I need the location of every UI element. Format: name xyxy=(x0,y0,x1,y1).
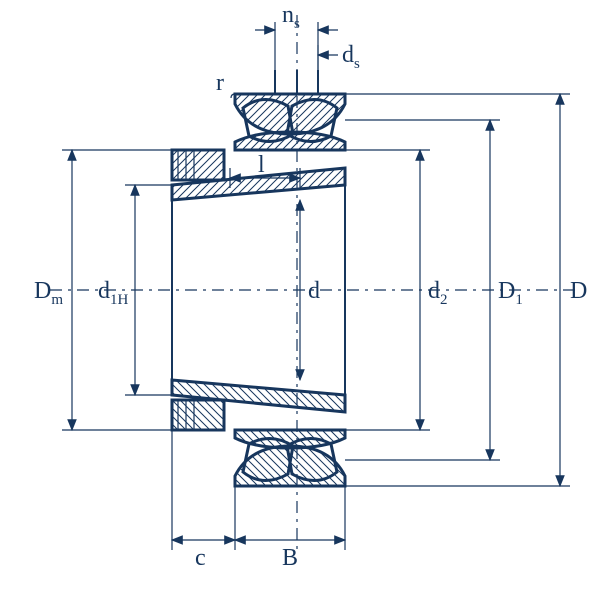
svg-text:D: D xyxy=(570,278,587,304)
svg-text:d1H: d1H xyxy=(98,278,129,308)
lbl-B: B xyxy=(282,545,298,571)
lbl-D: D xyxy=(570,278,587,304)
lbl-ds: d xyxy=(342,42,354,68)
svg-text:c: c xyxy=(195,545,206,571)
svg-text:l: l xyxy=(258,152,265,178)
svg-text:Dm: Dm xyxy=(34,278,63,308)
lower-section xyxy=(172,380,345,486)
svg-text:B: B xyxy=(282,545,298,571)
lbl-c: c xyxy=(195,545,206,571)
lbl-l: l xyxy=(258,152,265,178)
lbl-ns: n xyxy=(282,2,294,28)
bearing-diagram: D D1 d2 d d1H Dm B c l ns ds r xyxy=(0,0,600,600)
lbl-d1H: d xyxy=(98,278,110,304)
svg-text:d: d xyxy=(308,278,320,304)
svg-text:D1: D1 xyxy=(498,278,523,308)
svg-text:ds: ds xyxy=(342,42,360,72)
svg-text:ns: ns xyxy=(282,2,300,32)
svg-text:d2: d2 xyxy=(428,278,448,308)
lbl-Dm: D xyxy=(34,278,51,304)
lbl-d: d xyxy=(308,278,320,304)
lbl-r: r xyxy=(216,70,224,96)
upper-section xyxy=(172,70,345,200)
lbl-d2: d xyxy=(428,278,440,304)
lbl-D1: D xyxy=(498,278,515,304)
svg-text:r: r xyxy=(216,70,224,96)
